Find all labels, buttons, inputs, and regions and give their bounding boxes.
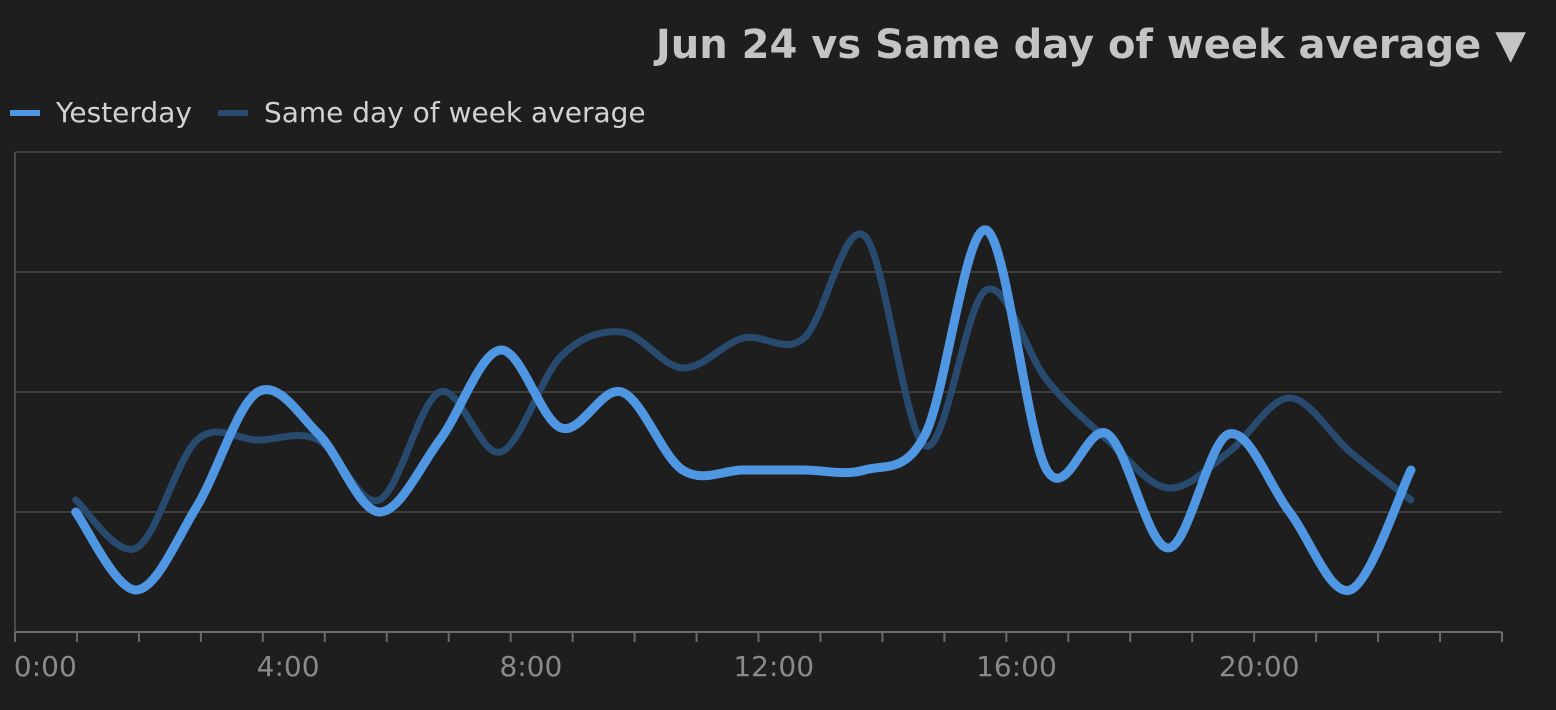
legend-swatch-average — [217, 109, 248, 116]
legend-label-average: Same day of week average — [263, 96, 646, 129]
x-tick-label: 16:00 — [976, 650, 1057, 683]
chart-title: Jun 24 vs Same day of week average — [655, 22, 1482, 68]
x-tick-label: 12:00 — [733, 650, 814, 683]
x-tick-label: 0:00 — [14, 650, 77, 683]
legend-swatch-yesterday — [10, 109, 40, 116]
legend-item-yesterday[interactable]: Yesterday — [10, 96, 192, 129]
legend-item-average[interactable]: Same day of week average — [217, 96, 646, 129]
legend-label-yesterday: Yesterday — [56, 96, 192, 129]
x-tick-label: 20:00 — [1219, 650, 1300, 683]
x-tick-label: 8:00 — [499, 650, 562, 683]
x-tick-label: 4:00 — [257, 650, 320, 683]
series-line-average — [72, 230, 1415, 553]
series-line-yesterday — [71, 225, 1416, 595]
dropdown-triangle-icon[interactable]: ▼ — [1495, 22, 1526, 68]
chart-legend: Yesterday Same day of week average — [10, 96, 646, 129]
chart-title-dropdown[interactable]: Jun 24 vs Same day of week average ▼ — [656, 22, 1526, 68]
